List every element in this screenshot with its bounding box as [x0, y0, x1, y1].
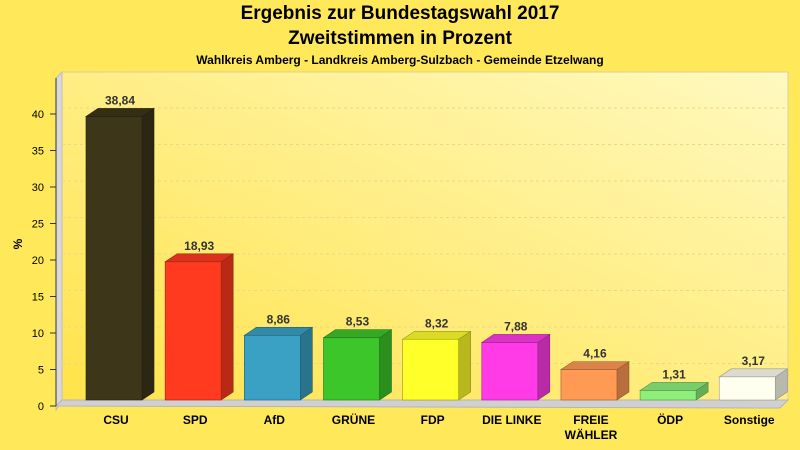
bar-top	[480, 334, 551, 343]
bar-6	[559, 361, 630, 401]
bar-top	[559, 361, 630, 370]
bar-side	[141, 107, 155, 401]
bar-front	[85, 116, 143, 401]
value-label: 8,53	[346, 315, 370, 329]
category-label: SPD	[183, 413, 208, 427]
chart-title: Ergebnis zur Bundestagswahl 2017	[240, 3, 560, 24]
y-tick-label: 15	[32, 292, 44, 304]
category-label: FREIE	[573, 413, 608, 427]
bar-top	[401, 330, 472, 340]
category-label: Sonstige	[724, 413, 775, 427]
bar-side	[220, 253, 234, 401]
bar-side	[458, 330, 471, 401]
value-label: 7,88	[504, 319, 528, 333]
y-tick-label: 5	[38, 365, 44, 377]
y-tick-label: 40	[32, 109, 44, 121]
bar-5	[480, 333, 551, 401]
value-label: 1,31	[662, 367, 686, 381]
y-tick-label: 10	[32, 328, 44, 340]
bar-top	[243, 327, 314, 336]
bar-1	[164, 253, 235, 401]
category-label: WÄHLER	[565, 427, 618, 442]
bar-front	[402, 338, 459, 401]
bar-front	[323, 337, 380, 401]
y-tick-label: 35	[32, 146, 44, 158]
bar-top	[639, 382, 710, 391]
bar-0	[85, 107, 155, 401]
bar-top	[322, 329, 393, 339]
bar-front	[481, 342, 539, 401]
bar-side	[379, 329, 392, 401]
value-label: 18,93	[184, 239, 214, 253]
bar-top	[164, 253, 235, 263]
bar-side	[537, 333, 551, 401]
bar-7	[639, 381, 710, 401]
value-label: 8,32	[425, 316, 449, 330]
chart-subtitle-region: Wahlkreis Amberg - Landkreis Amberg-Sulz…	[196, 53, 604, 67]
category-label: AfD	[264, 413, 286, 427]
value-label: 38,84	[105, 93, 135, 107]
bar-3	[322, 329, 393, 401]
left-wall	[55, 70, 63, 412]
bar-side	[300, 326, 313, 401]
y-tick-label: 20	[32, 255, 44, 267]
category-label: GRÜNE	[332, 412, 375, 427]
category-label: ÖDP	[657, 412, 683, 427]
value-label: 3,17	[742, 354, 766, 368]
bar-2	[243, 326, 314, 401]
category-label: FDP	[421, 413, 445, 427]
bar-top	[718, 368, 789, 378]
y-tick-label: 30	[32, 182, 44, 194]
y-axis-label: %	[11, 238, 25, 249]
bar-4	[401, 330, 472, 401]
floor	[54, 399, 790, 409]
bar-front	[718, 376, 776, 401]
bar-top	[85, 108, 155, 117]
value-label: 4,16	[583, 347, 607, 361]
y-tick-label: 0	[38, 401, 44, 413]
category-label: CSU	[103, 413, 128, 427]
chart-subtitle: Zweitstimmen in Prozent	[288, 28, 512, 49]
bar-front	[244, 335, 301, 401]
bar-front	[560, 369, 618, 401]
bar-8	[718, 368, 789, 401]
value-label: 8,86	[267, 312, 291, 326]
category-label: DIE LINKE	[482, 413, 541, 427]
y-tick-label: 25	[32, 219, 44, 231]
bar-front	[639, 390, 697, 401]
bar-front	[164, 261, 222, 401]
